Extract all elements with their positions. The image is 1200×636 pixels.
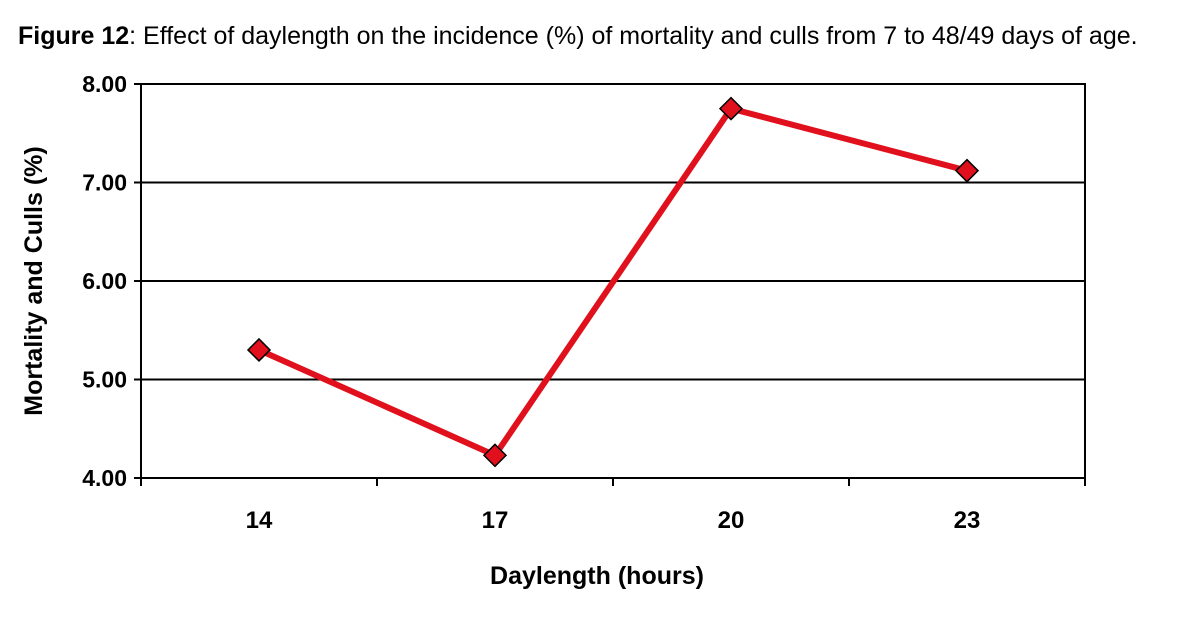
data-point-marker	[246, 337, 272, 363]
x-axis-title: Daylength (hours)	[490, 562, 704, 590]
data-point-marker	[482, 443, 508, 468]
y-tick-label: 4.00	[82, 465, 127, 491]
series-layer	[246, 96, 980, 468]
data-point-marker	[954, 158, 980, 183]
y-tick-label: 8.00	[82, 71, 127, 97]
figure-label: Figure 12	[18, 22, 130, 50]
y-tick-label: 6.00	[82, 268, 127, 294]
y-tick-label: 7.00	[82, 170, 127, 196]
x-tick-label: 17	[482, 507, 509, 534]
data-point-marker	[718, 96, 744, 121]
figure-caption-text: : Effect of daylength on the incidence (…	[129, 22, 1138, 50]
series-line	[257, 105, 968, 459]
x-tick-label: 23	[954, 507, 981, 534]
y-tick-label: 5.00	[82, 367, 127, 393]
y-axis-ticks: 4.00 5.00 6.00 7.00 8.00	[82, 71, 141, 491]
x-tick-label: 14	[246, 507, 273, 534]
y-axis-title: Mortality and Culls (%)	[20, 146, 48, 415]
x-tick-label: 20	[718, 507, 745, 534]
figure-caption: Figure 12: Effect of daylength on the in…	[18, 22, 1138, 51]
x-axis-ticks: 14 17 20 23	[140, 478, 1086, 534]
